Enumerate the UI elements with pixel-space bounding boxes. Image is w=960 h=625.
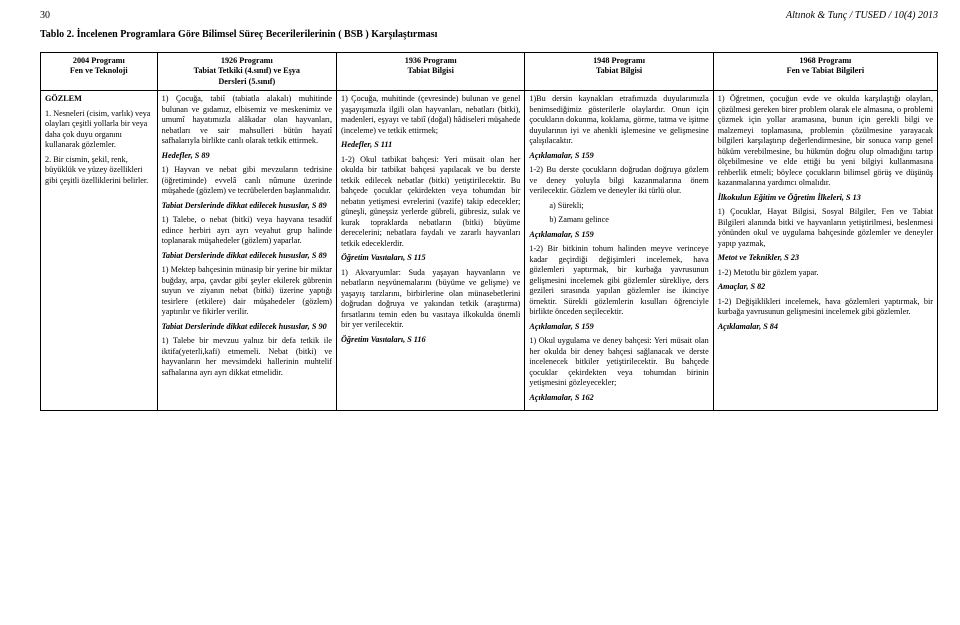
- c4-h3: Amaçlar, S 82: [718, 282, 933, 293]
- c1-h2: Tabiat Derslerinde dikkat edilecek husus…: [162, 201, 332, 212]
- col-header-line: Dersleri (5.sınıf): [162, 77, 332, 88]
- c3-p4: 1) Okul uygulama ve deney bahçesi: Yeri …: [529, 336, 708, 389]
- col-header-line: 1948 Programı: [529, 56, 708, 67]
- running-header: Altınok & Tunç / TUSED / 10(4) 2013: [786, 10, 938, 23]
- table-row: GÖZLEM 1. Nesneleri (cisim, varlık) veya…: [41, 91, 938, 411]
- cell-1936: 1) Çocuğa, muhitinde (çevresinde) buluna…: [337, 91, 525, 411]
- c1-h3: Tabiat Derslerinde dikkat edilecek husus…: [162, 251, 332, 262]
- c3-h3: Açıklamalar, S 159: [529, 322, 708, 333]
- c4-h2: Metot ve Teknikler, S 23: [718, 253, 933, 264]
- row-label-p2: 2. Bir cismin, şekil, renk, büyüklük ve …: [45, 155, 153, 187]
- c3-p3: 1-2) Bir bitkinin tohum halinden meyve v…: [529, 244, 708, 318]
- c1-p3: 1) Talebe, o nebat (bitki) veya hayvana …: [162, 215, 332, 247]
- c3-h2: Açıklamalar, S 159: [529, 230, 708, 241]
- col-header-1936: 1936 Programı Tabiat Bilgisi: [337, 52, 525, 91]
- page-header: 30 Altınok & Tunç / TUSED / 10(4) 2013: [40, 10, 938, 23]
- table-header-row: 2004 Programı Fen ve Teknoloji 1926 Prog…: [41, 52, 938, 91]
- page-root: 30 Altınok & Tunç / TUSED / 10(4) 2013 T…: [0, 0, 960, 625]
- c2-h2: Öğretim Vasıtaları, S 115: [341, 253, 520, 264]
- c4-p4: 1-2) Değişiklikleri incelemek, hava gözl…: [718, 297, 933, 318]
- c2-p2: 1-2) Okul tatbikat bahçesi: Yeri müsait …: [341, 155, 520, 250]
- col-header-line: Tabiat Tetkiki (4.sınıf) ve Eşya: [162, 66, 332, 77]
- c1-h4: Tabiat Derslerinde dikkat edilecek husus…: [162, 322, 332, 333]
- c2-h1: Hedefler, S 111: [341, 140, 520, 151]
- c4-h1: İlkokulun Eğitim ve Öğretim İlkeleri, S …: [718, 193, 933, 204]
- cell-1926: 1) Çocuğa, tabiî (tabiatla alakalı) muhi…: [157, 91, 336, 411]
- c2-h3: Öğretim Vasıtaları, S 116: [341, 335, 520, 346]
- table-title: Tablo 2. İncelenen Programlara Göre Bili…: [40, 29, 938, 42]
- c3-p1: 1)Bu dersin kaynakları etrafımızda duyul…: [529, 94, 708, 147]
- c4-p2: 1) Çocuklar, Hayat Bilgisi, Sosyal Bilgi…: [718, 207, 933, 249]
- col-header-line: 1968 Programı: [718, 56, 933, 67]
- c3-p2: 1-2) Bu derste çocukların doğrudan doğru…: [529, 165, 708, 197]
- c3-li-b: b) Zamanı gelince: [529, 215, 708, 226]
- c3-h1: Açıklamalar, S 159: [529, 151, 708, 162]
- col-header-line: 2004 Programı: [45, 56, 153, 67]
- page-number: 30: [40, 10, 50, 23]
- row-label-p1: 1. Nesneleri (cisim, varlık) veya olayla…: [45, 109, 153, 151]
- c1-p2: 1) Hayvan ve nebat gibi mevzuların tedri…: [162, 165, 332, 197]
- col-header-2004: 2004 Programı Fen ve Teknoloji: [41, 52, 158, 91]
- c3-h4: Açıklamalar, S 162: [529, 393, 708, 404]
- c3-li-a: a) Sürekli;: [529, 201, 708, 212]
- c4-h4: Açıklamalar, S 84: [718, 322, 933, 333]
- col-header-line: Tabiat Bilgisi: [529, 66, 708, 77]
- col-header-1948: 1948 Programı Tabiat Bilgisi: [525, 52, 713, 91]
- c4-p1: 1) Öğretmen, çocuğun evde ve okulda karş…: [718, 94, 933, 189]
- c2-p1: 1) Çocuğa, muhitinde (çevresinde) buluna…: [341, 94, 520, 136]
- table-title-text: Tablo 2. İncelenen Programlara Göre Bili…: [40, 29, 437, 40]
- c4-p3: 1-2) Metotlu bir gözlem yapar.: [718, 268, 933, 279]
- cell-1948: 1)Bu dersin kaynakları etrafımızda duyul…: [525, 91, 713, 411]
- col-header-line: Fen ve Teknoloji: [45, 66, 153, 77]
- col-header-1968: 1968 Programı Fen ve Tabiat Bilgileri: [713, 52, 937, 91]
- row-label-head: GÖZLEM: [45, 94, 153, 105]
- col-header-line: 1936 Programı: [341, 56, 520, 67]
- col-header-line: Fen ve Tabiat Bilgileri: [718, 66, 933, 77]
- c1-p1: 1) Çocuğa, tabiî (tabiatla alakalı) muhi…: [162, 94, 332, 147]
- col-header-line: Tabiat Bilgisi: [341, 66, 520, 77]
- comparison-table: 2004 Programı Fen ve Teknoloji 1926 Prog…: [40, 52, 938, 412]
- col-header-1926: 1926 Programı Tabiat Tetkiki (4.sınıf) v…: [157, 52, 336, 91]
- col-header-line: 1926 Programı: [162, 56, 332, 67]
- c1-p4: 1) Mektep bahçesinin münasip bir yerine …: [162, 265, 332, 318]
- c2-p3: 1) Akvaryumlar: Suda yaşayan hayvanların…: [341, 268, 520, 331]
- c1-p5: 1) Talebe bir mevzuu yalnız bir defa tet…: [162, 336, 332, 378]
- c1-h1: Hedefler, S 89: [162, 151, 332, 162]
- row-label-cell: GÖZLEM 1. Nesneleri (cisim, varlık) veya…: [41, 91, 158, 411]
- cell-1968: 1) Öğretmen, çocuğun evde ve okulda karş…: [713, 91, 937, 411]
